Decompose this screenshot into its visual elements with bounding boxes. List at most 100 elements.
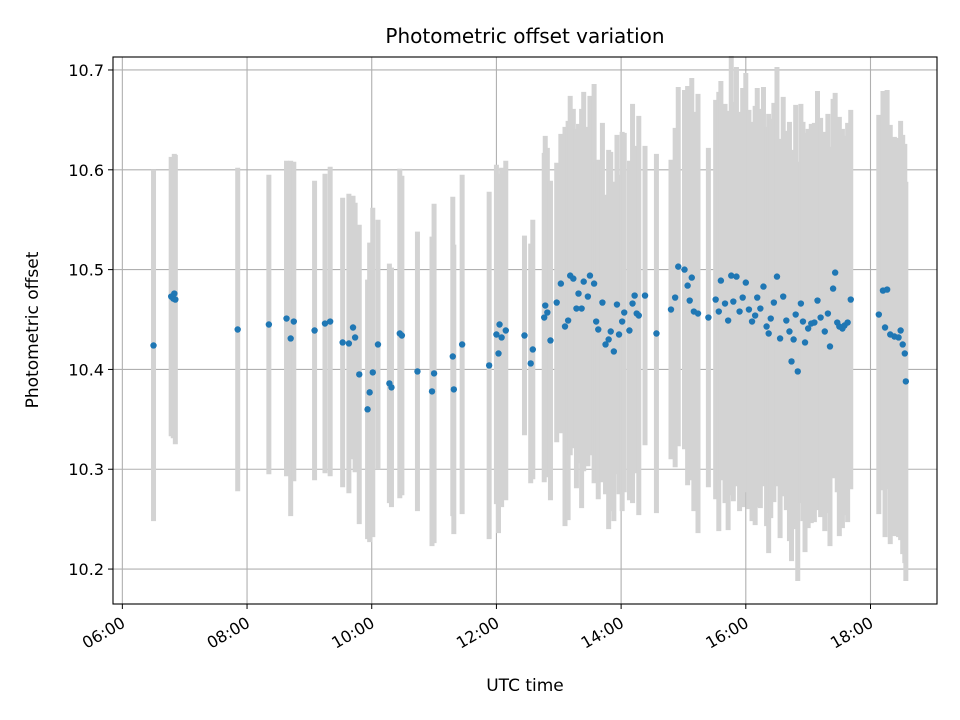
- data-point: [844, 319, 851, 326]
- data-point: [705, 314, 712, 321]
- data-point: [817, 314, 824, 321]
- data-point: [150, 342, 157, 349]
- data-point: [653, 330, 660, 337]
- data-point: [901, 350, 908, 357]
- data-point: [829, 285, 837, 292]
- y-tick-label: 10.3: [68, 460, 104, 479]
- data-point: [790, 336, 797, 343]
- data-point: [605, 336, 612, 343]
- data-point: [366, 389, 373, 396]
- data-point: [804, 325, 812, 332]
- data-point: [495, 350, 502, 357]
- data-point: [667, 306, 675, 313]
- data-point: [897, 327, 904, 334]
- data-point: [902, 378, 910, 385]
- data-point: [283, 315, 290, 322]
- data-point: [544, 309, 551, 316]
- data-point: [498, 334, 505, 341]
- data-point: [618, 318, 626, 325]
- data-point: [811, 319, 818, 326]
- data-point: [326, 318, 334, 325]
- data-point: [826, 343, 834, 350]
- data-point: [770, 299, 778, 306]
- data-point: [767, 315, 774, 322]
- data-point: [712, 296, 719, 303]
- data-point: [414, 368, 421, 375]
- data-point: [724, 317, 732, 324]
- data-point: [349, 324, 357, 331]
- data-point: [621, 309, 628, 316]
- data-point: [557, 280, 565, 287]
- data-point: [613, 301, 621, 308]
- data-point: [797, 300, 805, 307]
- plot-frame: [112, 56, 938, 605]
- data-point: [715, 308, 722, 315]
- data-point: [610, 348, 618, 355]
- data-point: [780, 293, 787, 300]
- data-point: [595, 326, 602, 333]
- data-point: [794, 368, 801, 375]
- data-point: [339, 339, 346, 346]
- data-point: [831, 269, 839, 276]
- data-point: [374, 341, 382, 348]
- data-point: [742, 279, 750, 286]
- data-point: [553, 299, 560, 306]
- data-point: [615, 331, 623, 338]
- data-point: [783, 317, 790, 324]
- data-point: [688, 274, 695, 281]
- data-point: [751, 312, 759, 319]
- y-tick-label: 10.7: [68, 61, 104, 80]
- data-point: [847, 296, 854, 303]
- data-point: [172, 296, 179, 303]
- data-point: [290, 318, 298, 325]
- data-point: [496, 321, 503, 328]
- data-point: [430, 370, 438, 377]
- data-point: [776, 335, 784, 342]
- data-point: [398, 332, 406, 339]
- data-point: [745, 306, 753, 313]
- data-point: [527, 360, 534, 367]
- data-point: [529, 346, 536, 353]
- data-point: [671, 294, 679, 301]
- data-point: [580, 278, 587, 285]
- y-tick-label: 10.5: [68, 261, 104, 280]
- data-point: [485, 362, 493, 369]
- data-point: [502, 327, 509, 334]
- data-point: [599, 299, 606, 306]
- data-point: [801, 339, 809, 346]
- data-point: [739, 294, 746, 301]
- data-point: [584, 293, 592, 300]
- data-point: [763, 323, 770, 330]
- data-point: [541, 314, 548, 321]
- data-point: [799, 318, 807, 325]
- data-point: [733, 273, 740, 280]
- data-point: [561, 323, 569, 330]
- data-point: [792, 311, 799, 318]
- data-point: [821, 328, 828, 335]
- data-point: [345, 340, 353, 347]
- data-point: [449, 353, 456, 360]
- data-point: [631, 292, 638, 299]
- data-point: [493, 331, 500, 338]
- data-point: [629, 300, 636, 307]
- data-point: [684, 282, 691, 289]
- data-point: [602, 341, 609, 348]
- data-point: [578, 305, 585, 312]
- data-point: [287, 335, 294, 342]
- data-point: [356, 371, 363, 378]
- data-point: [760, 283, 767, 290]
- data-point: [351, 334, 359, 341]
- data-point: [721, 300, 729, 307]
- data-point: [728, 272, 735, 279]
- data-point: [575, 290, 582, 297]
- data-point: [788, 358, 795, 365]
- data-point: [717, 277, 725, 284]
- data-point: [814, 297, 821, 304]
- data-point: [542, 302, 549, 309]
- data-point: [824, 310, 832, 317]
- data-point: [899, 341, 906, 348]
- data-point: [171, 290, 178, 297]
- y-axis-label: Photometric offset: [23, 251, 43, 408]
- data-point: [641, 292, 649, 299]
- data-point: [564, 317, 572, 324]
